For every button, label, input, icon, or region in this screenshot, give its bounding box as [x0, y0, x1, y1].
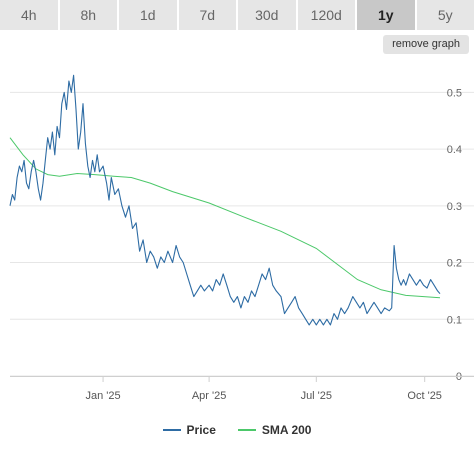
- legend: Price SMA 200: [0, 420, 474, 440]
- y-tick-label: 0.1: [447, 314, 462, 326]
- x-tick-label: Apr '25: [192, 390, 227, 402]
- x-axis: Jan '25 Apr '25 Jul '25 Oct '25: [10, 376, 474, 402]
- tab-8h[interactable]: 8h: [59, 0, 119, 30]
- legend-label-sma-200: SMA 200: [261, 423, 312, 437]
- tab-1y[interactable]: 1y: [357, 0, 417, 30]
- tab-5y[interactable]: 5y: [416, 0, 474, 30]
- y-tick-label: 0.5: [447, 87, 462, 99]
- y-tick-label: 0.3: [447, 201, 462, 213]
- tab-30d[interactable]: 30d: [238, 0, 298, 30]
- legend-swatch-price: [162, 429, 181, 431]
- timeframe-tabs: 4h 8h 1d 7d 30d 120d 1y 5y: [0, 0, 474, 30]
- x-tick-label: Oct '25: [407, 390, 442, 402]
- sma-200-line: [9, 137, 441, 299]
- legend-swatch-sma-200: [237, 429, 256, 431]
- x-tick-label: Jan '25: [85, 390, 120, 402]
- y-tick-label: 0.2: [447, 258, 462, 270]
- price-line: [9, 74, 441, 326]
- legend-label-price: Price: [186, 423, 216, 437]
- x-tick-label: Jul '25: [301, 390, 332, 402]
- legend-item-price[interactable]: Price: [162, 423, 216, 437]
- tab-4h[interactable]: 4h: [0, 0, 60, 30]
- tab-7d[interactable]: 7d: [178, 0, 238, 30]
- y-tick-labels: 00.10.20.30.40.5: [447, 87, 462, 383]
- y-grid: [10, 91, 474, 377]
- y-tick-label: 0.4: [447, 144, 462, 156]
- remove-graph-button[interactable]: remove graph: [383, 35, 469, 54]
- tab-1d[interactable]: 1d: [119, 0, 179, 30]
- legend-item-sma-200[interactable]: SMA 200: [237, 423, 312, 437]
- tab-120d[interactable]: 120d: [297, 0, 357, 30]
